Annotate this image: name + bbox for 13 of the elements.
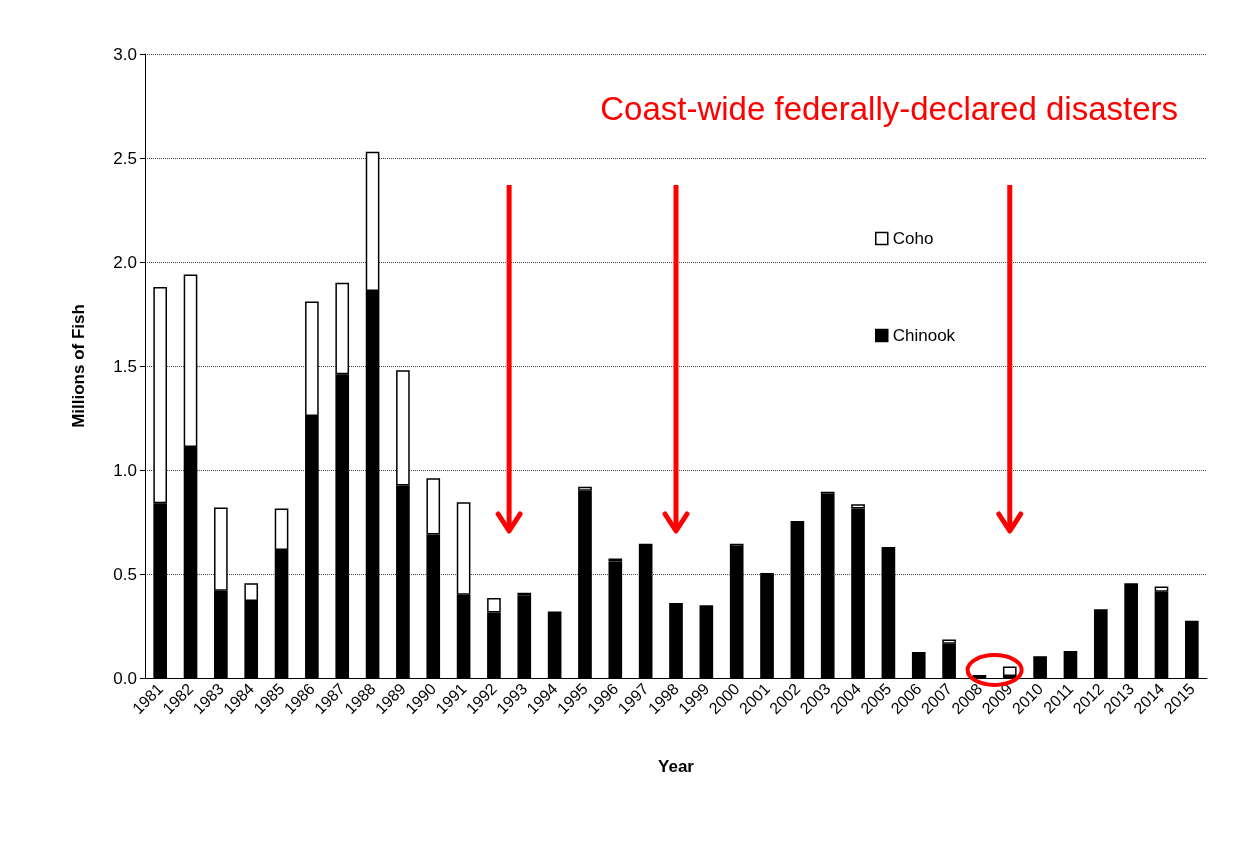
y-tick-label: 0.5 [113, 564, 137, 584]
y-tick-label: 2.0 [113, 252, 137, 272]
y-tick-label: 2.5 [113, 148, 137, 168]
y-tick-label: 1.5 [113, 356, 137, 376]
y-tick-label: 3.0 [113, 44, 137, 64]
annotation: Coast-wide federally-declared disasters [600, 90, 1179, 127]
bar [1002, 666, 1017, 676]
legend-label: Coho [892, 229, 934, 248]
legend-label: Chinook [892, 326, 956, 345]
y-axis-title: Millions of Fish [69, 304, 88, 428]
y-tick-label: 1.0 [113, 460, 137, 480]
y-tick-label: 0.0 [113, 668, 137, 688]
x-axis-title: Year [658, 757, 695, 776]
